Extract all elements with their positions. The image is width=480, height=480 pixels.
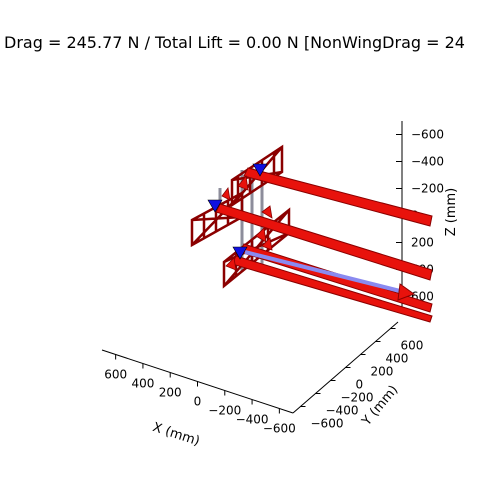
node-arrowhead [221,187,231,201]
drag-vector [243,167,433,227]
z-tick-label: −400 [411,155,444,169]
y-tick-label: 200 [371,365,394,379]
node-arrowhead [261,205,273,219]
node-marker [232,246,248,260]
x-tick-label: 0 [194,395,202,409]
node-arrowhead [237,175,249,191]
node-arrowhead [261,237,273,251]
drag-vector [231,255,433,323]
z-tick-label: 200 [411,236,434,250]
y-tick-label: 0 [356,378,364,392]
aircraft-geometry [190,144,433,323]
y-tick-label: 600 [401,339,424,353]
resultant-arrowhead [397,283,416,301]
x-tick-label: −600 [263,422,296,436]
x-tick-label: 200 [159,386,182,400]
x-axis: 600 400 200 0 −200−400−600 X (mm) [101,349,296,449]
plot-title: Drag = 245.77 N / Total Lift = 0.00 N [N… [4,33,465,52]
resultant-shaft [244,250,405,294]
node-arrowheads [221,175,273,271]
resultant-vector [244,250,416,301]
y-tick-label: 400 [386,352,409,366]
y-tick-label: −400 [326,404,359,418]
node-marker [252,163,268,177]
x-tick-label: −200 [208,404,241,418]
y-tick-label: −200 [341,391,374,405]
z-tick-label: −200 [411,182,444,196]
y-tick-label: −600 [311,417,344,431]
x-tick-label: 600 [104,368,127,382]
node-arrowhead [225,257,237,271]
node-marker [207,199,223,213]
x-tick-label: 400 [131,377,154,391]
z-tick-label: −600 [411,128,444,142]
drag-vector [215,203,433,281]
x-tick-label: −400 [236,413,269,427]
node-arrowhead [255,227,267,243]
z-axis-label: Z (mm) [444,188,459,237]
drag-vector [239,243,433,313]
x-axis-label: X (mm) [151,420,202,449]
node-markers [207,163,268,260]
